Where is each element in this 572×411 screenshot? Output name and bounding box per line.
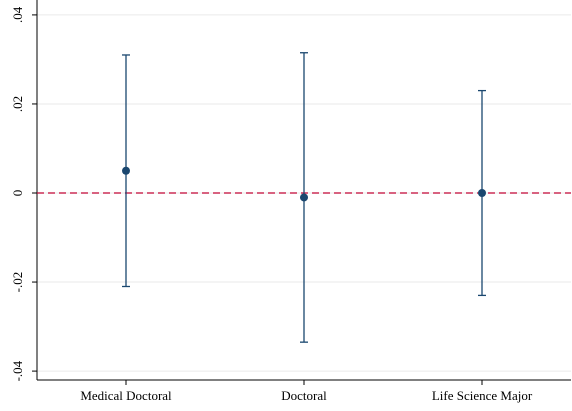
y-tick-label: -.02 bbox=[10, 272, 25, 293]
y-tick-label: .02 bbox=[10, 96, 25, 112]
y-tick-label: 0 bbox=[10, 190, 25, 197]
x-tick-label: Life Science Major bbox=[432, 388, 533, 403]
y-tick-label: .04 bbox=[10, 6, 25, 23]
point bbox=[300, 193, 308, 202]
y-tick-label: -.04 bbox=[10, 360, 25, 381]
x-tick-label: Doctoral bbox=[281, 388, 327, 403]
point bbox=[478, 189, 486, 197]
x-tick-label: Medical Doctoral bbox=[80, 388, 172, 403]
point bbox=[122, 166, 130, 175]
